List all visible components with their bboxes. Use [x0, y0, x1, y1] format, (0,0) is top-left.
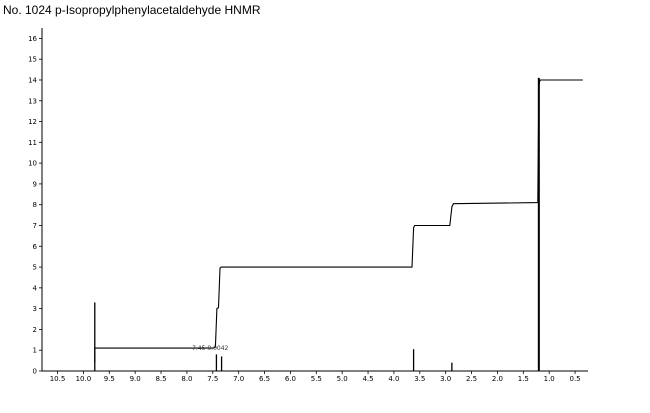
y-tick-label: 16 [28, 35, 37, 43]
annotation-0: 7.45 0.0042 [192, 345, 228, 352]
x-tick-label: 9.5 [104, 375, 115, 383]
y-tick-label: 6 [33, 243, 38, 251]
y-tick-label: 12 [28, 118, 37, 126]
x-tick-label: 10.0 [76, 375, 92, 383]
y-tick-label: 14 [28, 76, 37, 84]
x-tick-label: 5.0 [337, 375, 348, 383]
x-tick-label: 6.5 [259, 375, 270, 383]
y-tick-label: 5 [33, 264, 37, 272]
y-tick-label: 3 [33, 305, 37, 313]
y-tick-label: 4 [33, 284, 38, 292]
y-tick-label: 11 [28, 139, 37, 147]
y-tick-label: 2 [33, 326, 37, 334]
y-tick-label: 0 [33, 368, 37, 376]
x-tick-label: 10.5 [50, 375, 66, 383]
y-tick-label: 10 [28, 160, 37, 168]
x-tick-label: 7.5 [207, 375, 218, 383]
x-tick-label: 9.0 [130, 375, 141, 383]
x-tick-label: 4.0 [388, 375, 399, 383]
x-tick-label: 3.0 [440, 375, 451, 383]
x-tick-label: 2.5 [466, 375, 477, 383]
integral-curve [94, 79, 583, 363]
chart-title: No. 1024 p-Isopropylphenylacetaldehyde H… [3, 3, 261, 17]
x-tick-label: 6.0 [285, 375, 296, 383]
y-tick-label: 7 [33, 222, 37, 230]
x-tick-label: 2.0 [492, 375, 503, 383]
x-tick-label: 4.5 [362, 375, 373, 383]
y-tick-label: 13 [28, 97, 37, 105]
x-tick-label: 0.5 [569, 375, 580, 383]
x-tick-label: 7.0 [233, 375, 244, 383]
x-tick-label: 8.0 [181, 375, 192, 383]
x-tick-label: 5.5 [311, 375, 322, 383]
y-tick-label: 8 [33, 201, 37, 209]
x-tick-label: 1.5 [518, 375, 529, 383]
x-tick-label: 3.5 [414, 375, 425, 383]
x-tick-label: 1.0 [544, 375, 555, 383]
y-tick-label: 15 [28, 56, 37, 64]
y-tick-label: 9 [33, 180, 37, 188]
y-tick-label: 1 [33, 347, 37, 355]
x-tick-label: 8.5 [155, 375, 166, 383]
